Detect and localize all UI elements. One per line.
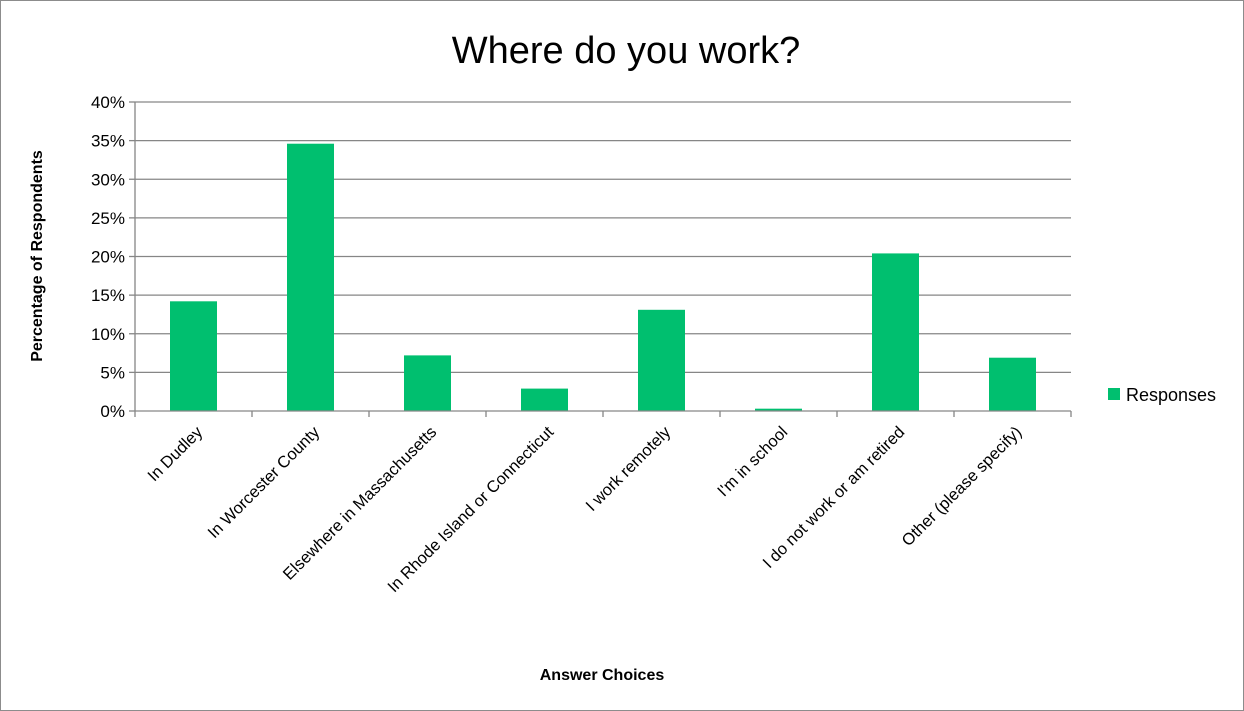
y-tick-label: 15% [91, 286, 125, 305]
bar [170, 301, 217, 411]
bar [989, 357, 1036, 411]
legend: Responses [1108, 385, 1216, 405]
y-tick-labels: 0% 5% 10% 15% 20% 25% 30% 35% 40% [91, 93, 125, 421]
y-tick-label: 10% [91, 325, 125, 344]
chart-title: Where do you work? [452, 30, 801, 72]
y-axis-title: Percentage of Respondents [29, 150, 46, 362]
legend-swatch [1108, 388, 1120, 400]
x-tick-label: In Worcester County [204, 423, 323, 542]
y-tick-label: 5% [100, 363, 125, 382]
legend-label: Responses [1126, 385, 1216, 405]
bars [170, 143, 1036, 411]
x-tick-label: I'm in school [714, 423, 791, 500]
bar [872, 253, 919, 411]
x-tick-label: I work remotely [583, 423, 675, 515]
bar [404, 355, 451, 411]
axes [134, 102, 1072, 417]
bar [638, 309, 685, 411]
x-tick-label: Other (please specify) [898, 423, 1025, 550]
y-tick-label: 25% [91, 209, 125, 228]
y-tick-label: 40% [91, 93, 125, 112]
y-tick-label: 20% [91, 248, 125, 267]
x-tick-label: I do not work or am retired [759, 423, 908, 572]
bar [287, 143, 334, 411]
y-tick-label: 0% [100, 402, 125, 421]
x-axis-title: Answer Choices [540, 667, 665, 684]
bar [755, 408, 802, 411]
y-tick-label: 30% [91, 170, 125, 189]
bar [521, 388, 568, 411]
y-tick-label: 35% [91, 132, 125, 151]
x-tick-label: In Dudley [144, 423, 207, 486]
gridlines [129, 101, 1071, 412]
